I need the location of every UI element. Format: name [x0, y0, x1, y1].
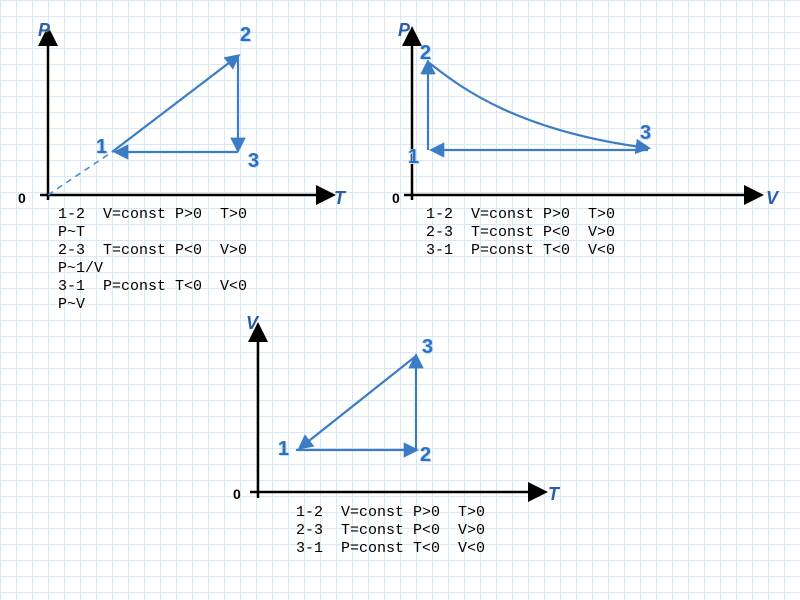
chart-b-process-2-3 [428, 62, 648, 148]
chart-c-notes: 1-2 V=const P>0 T>0 2-3 T=const P<0 V>0 … [296, 504, 485, 558]
chart-b-y-label: P [398, 20, 410, 41]
chart-a-process-1-2 [112, 56, 238, 152]
chart-a-point-1: 1 [96, 136, 107, 159]
chart-b-point-2: 2 [420, 42, 431, 65]
chart-c-x-label: T [548, 484, 559, 505]
chart-b-notes: 1-2 V=const P>0 T>0 2-3 T=const P<0 V>0 … [426, 206, 615, 260]
chart-a-point-2: 2 [240, 24, 251, 47]
chart-a-y-label: P [38, 20, 50, 41]
chart-c-origin-label: 0 [233, 486, 241, 502]
chart-b-x-label: V [766, 188, 778, 209]
chart-b-point-1: 1 [408, 146, 419, 169]
chart-c-y-label: V [246, 313, 258, 334]
chart-c-process-3-1 [300, 356, 416, 448]
chart-c-point-3: 3 [422, 336, 433, 359]
chart-a-origin-label: 0 [18, 190, 26, 206]
chart-c-point-1: 1 [278, 438, 289, 461]
chart-a-point-3: 3 [248, 150, 259, 173]
chart-a-notes: 1-2 V=const P>0 T>0 P~T 2-3 T=const P<0 … [58, 206, 247, 314]
chart-a-x-label: T [334, 188, 345, 209]
chart-b-point-3: 3 [640, 122, 651, 145]
chart-c-point-2: 2 [420, 444, 431, 467]
chart-b-origin-label: 0 [392, 190, 400, 206]
